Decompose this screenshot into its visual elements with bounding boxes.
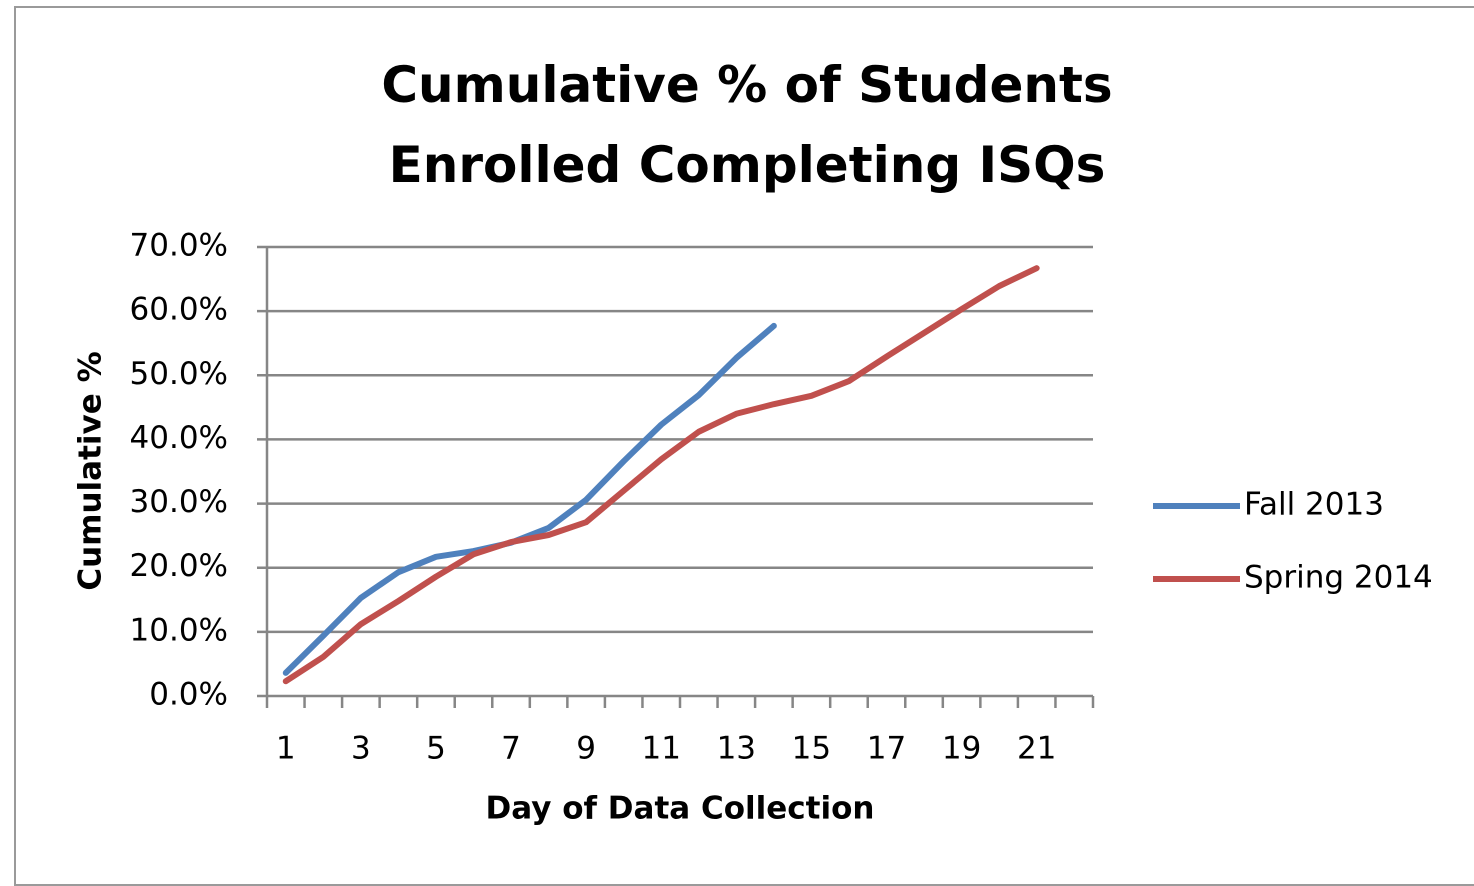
x-tick-label: 1: [276, 731, 296, 767]
legend-label: Spring 2014: [1244, 560, 1433, 596]
y-tick-label: 30.0%: [130, 484, 228, 520]
y-tick-label: 50.0%: [130, 356, 228, 392]
y-axis-title: Cumulative %: [73, 351, 109, 590]
series-line: [282, 265, 1040, 685]
chart-title: Cumulative % of Students Enrolled Comple…: [381, 56, 1113, 194]
y-tick-label: 60.0%: [130, 292, 228, 328]
x-tick-label: 17: [867, 731, 906, 767]
x-tick-label: 7: [501, 731, 521, 767]
legend-label: Fall 2013: [1244, 487, 1384, 523]
x-tick-label: 19: [942, 731, 981, 767]
x-tick-label: 15: [792, 731, 831, 767]
y-tick-label: 40.0%: [130, 420, 228, 456]
x-tick-label: 9: [576, 731, 596, 767]
series-line: [282, 322, 777, 676]
y-tick-label: 0.0%: [149, 677, 228, 713]
x-tick-label: 5: [426, 731, 446, 767]
y-tick-label: 10.0%: [130, 612, 228, 648]
y-tick-label: 20.0%: [130, 548, 228, 584]
x-tick-label: 11: [642, 731, 681, 767]
y-tick-label: 70.0%: [130, 228, 228, 264]
x-tick-label: 3: [351, 731, 371, 767]
x-tick-label: 21: [1017, 731, 1056, 767]
x-axis-title: Day of Data Collection: [486, 791, 875, 827]
x-tick-label: 13: [717, 731, 756, 767]
